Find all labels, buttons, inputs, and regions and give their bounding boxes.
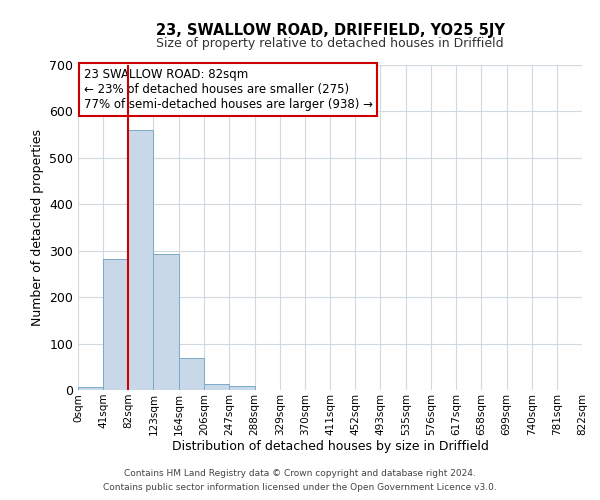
Bar: [103, 259, 128, 390]
Bar: [179, 358, 205, 390]
Bar: [128, 130, 154, 390]
Text: Contains public sector information licensed under the Open Government Licence v3: Contains public sector information licen…: [103, 484, 497, 492]
Text: Contains HM Land Registry data © Crown copyright and database right 2024.: Contains HM Land Registry data © Crown c…: [124, 468, 476, 477]
Bar: [229, 386, 254, 390]
Text: 23 SWALLOW ROAD: 82sqm
← 23% of detached houses are smaller (275)
77% of semi-de: 23 SWALLOW ROAD: 82sqm ← 23% of detached…: [83, 68, 373, 111]
Y-axis label: Number of detached properties: Number of detached properties: [31, 129, 44, 326]
Bar: [78, 387, 103, 390]
Bar: [154, 254, 179, 390]
X-axis label: Distribution of detached houses by size in Driffield: Distribution of detached houses by size …: [172, 440, 488, 454]
Bar: [205, 384, 229, 390]
Text: 23, SWALLOW ROAD, DRIFFIELD, YO25 5JY: 23, SWALLOW ROAD, DRIFFIELD, YO25 5JY: [155, 22, 505, 38]
Text: Size of property relative to detached houses in Driffield: Size of property relative to detached ho…: [156, 38, 504, 51]
